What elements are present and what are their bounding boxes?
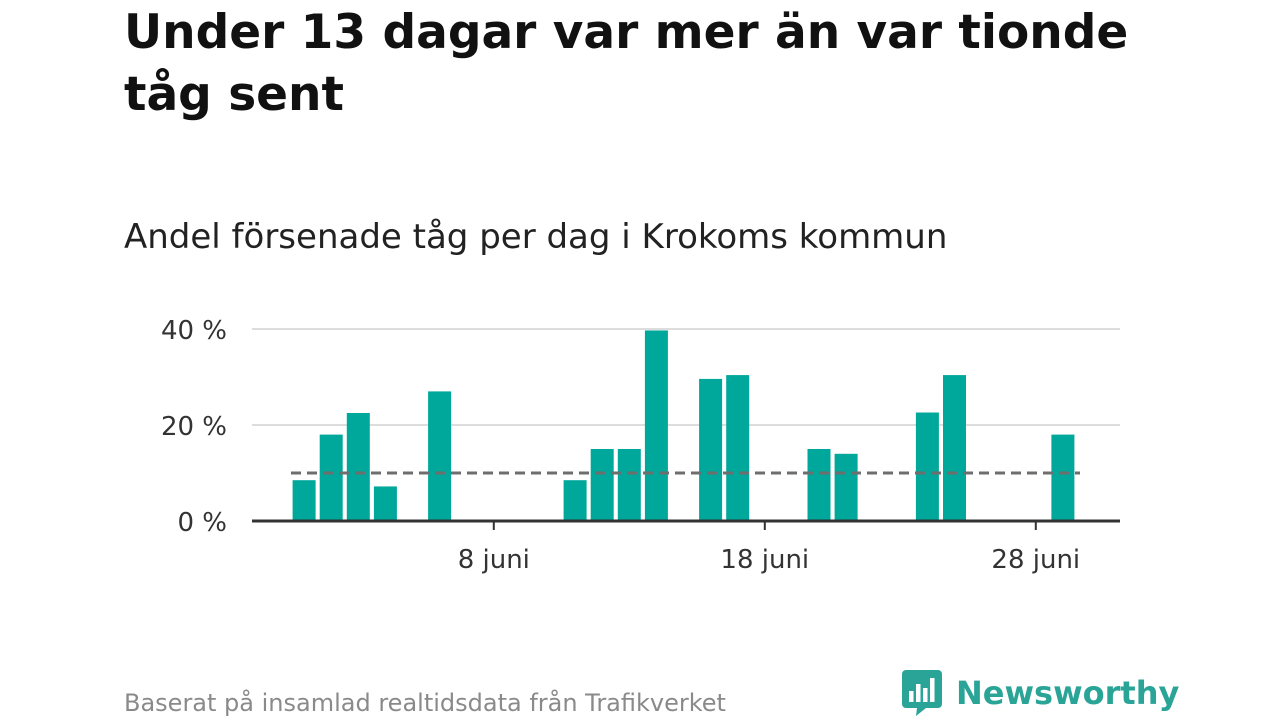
bar-day-24 (915, 412, 939, 521)
bar-day-16 (699, 378, 723, 521)
bar-day-12 (590, 449, 614, 521)
brand-name: Newsworthy (956, 674, 1180, 712)
y-tick-label: 20 % (161, 412, 227, 442)
y-tick-label: 0 % (177, 508, 227, 538)
x-tick-label: 18 juni (720, 545, 809, 575)
grid-lines (252, 328, 1120, 426)
brand: Newsworthy (902, 670, 1179, 716)
bar-day-11 (563, 480, 587, 521)
bar-day-17 (726, 375, 750, 521)
bar-day-25 (943, 375, 966, 521)
bar-day-20 (807, 449, 831, 521)
bar-day-29 (1051, 434, 1075, 521)
bar-day-14 (644, 330, 668, 521)
bar-day-3 (346, 413, 370, 521)
x-tick-label: 28 juni (991, 545, 1080, 575)
page-title: Under 13 dagar var mer än var tionde tåg… (124, 5, 1129, 122)
source-note: Baserat på insamlad realtidsdata från Tr… (124, 689, 726, 717)
chart-subtitle: Andel försenade tåg per dag i Krokoms ko… (124, 217, 948, 257)
y-tick-label: 40 % (161, 316, 227, 346)
bar-day-2 (319, 434, 343, 521)
bar-day-1 (292, 480, 316, 521)
x-tick-labels: 8 juni 18 juni 28 juni (458, 521, 1080, 575)
x-tick-label: 8 juni (458, 545, 530, 575)
bar-day-6 (428, 391, 452, 521)
bars (292, 330, 1075, 521)
newsworthy-logo-icon (902, 670, 942, 716)
bar-day-21 (834, 453, 858, 521)
bar-day-13 (617, 449, 641, 521)
y-tick-labels: 0 % 20 % 40 % (161, 316, 227, 538)
bar-day-4 (373, 486, 397, 521)
